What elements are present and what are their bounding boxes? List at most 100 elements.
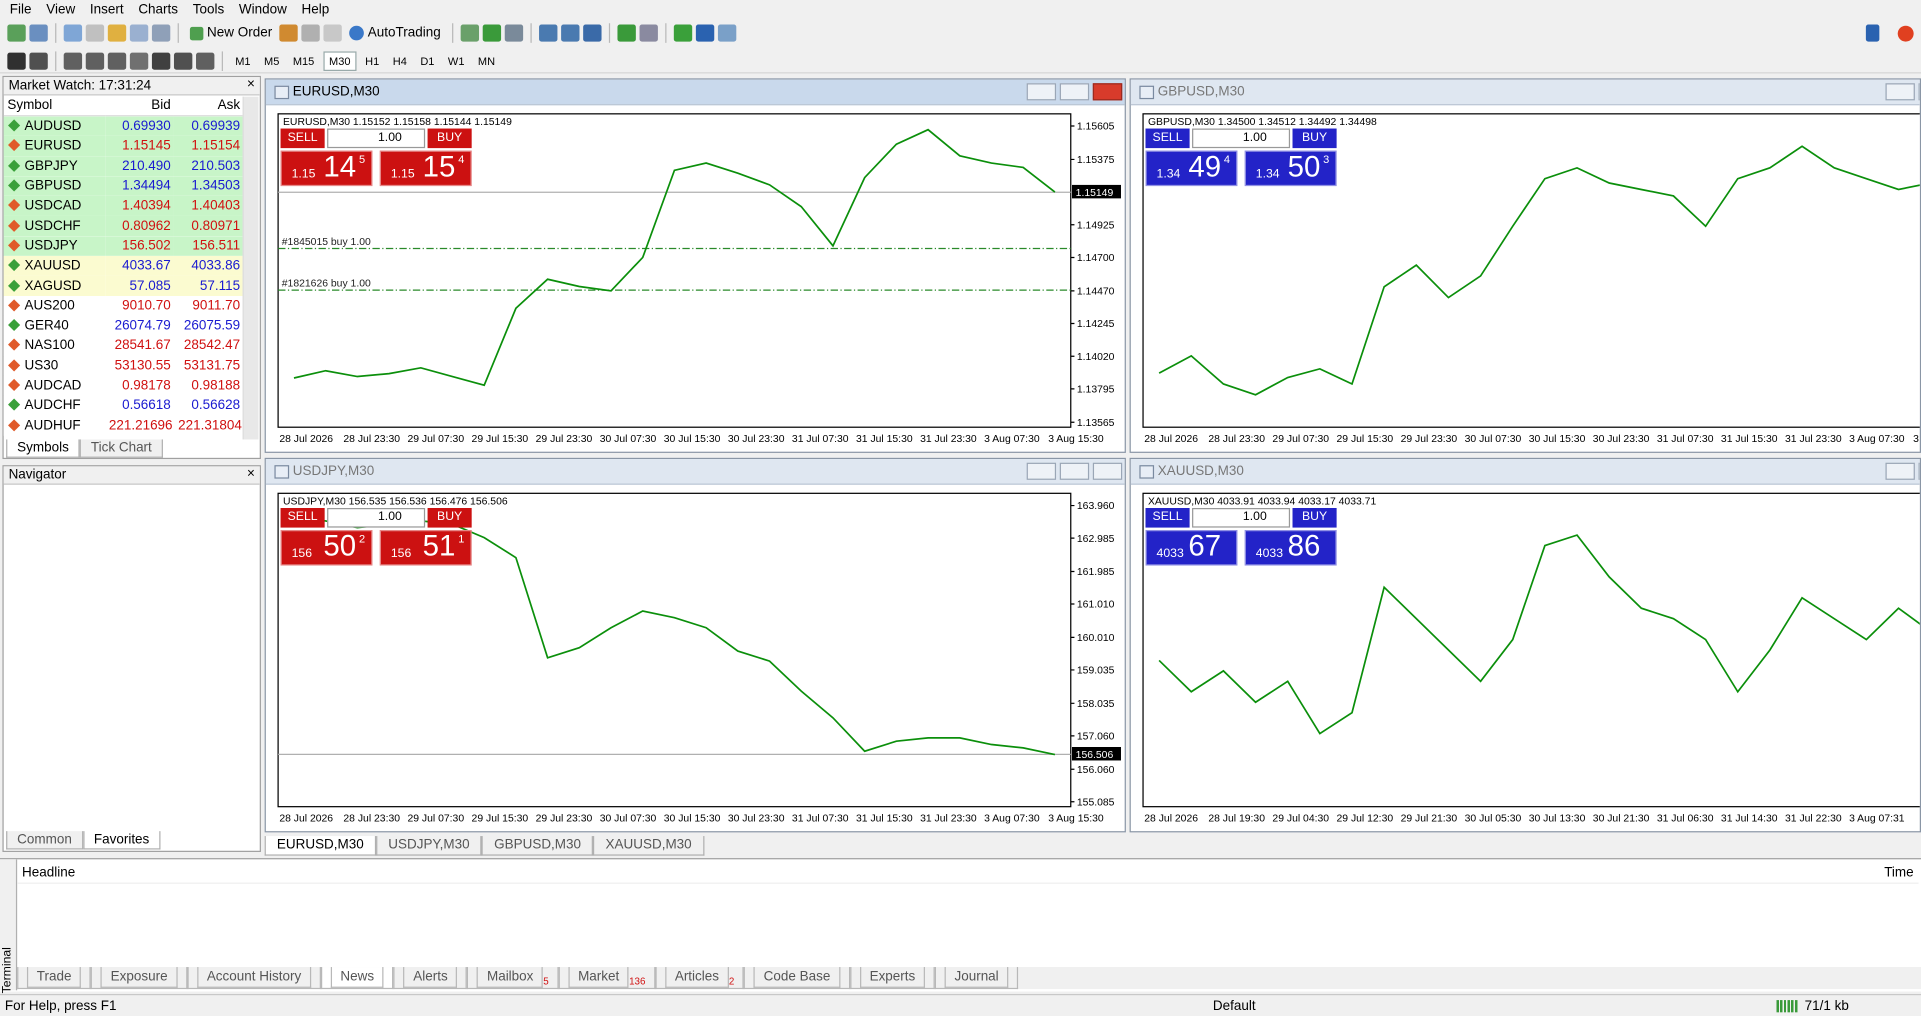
toolbar-icon[interactable] [129,24,149,42]
lot-size[interactable]: 1.00 [1192,128,1291,149]
toolbar-icon[interactable] [7,52,26,70]
quote-row[interactable]: AUDHUF 221.21696 221.31804 [3,415,244,436]
quote-row[interactable]: AUS200 9010.70 9011.70 [3,295,244,316]
window-button[interactable] [1059,83,1090,101]
terminal-tab[interactable]: Market 136 [558,967,656,990]
toolbar-icon[interactable] [301,24,320,42]
notification-icon[interactable] [1897,25,1914,42]
timeframe-button[interactable]: W1 [447,54,465,67]
sell-price[interactable]: 4033 67 [1145,530,1238,566]
quote-row[interactable]: EURUSD 1.15145 1.15154 [3,136,244,157]
chart-tab[interactable]: GBPUSD,M30 [481,836,594,856]
toolbar-icon[interactable] [323,24,343,42]
toolbar-icon[interactable] [639,24,658,42]
autotrading-button[interactable]: AutoTrading [346,24,445,41]
toolbar-icon[interactable] [673,24,692,42]
quote-row[interactable]: XAUUSD 4033.67 4033.86 [3,255,244,276]
terminal-tab[interactable]: Code Base [744,967,850,990]
toolbar-icon[interactable] [151,52,171,70]
toolbar-icon[interactable] [279,24,298,42]
toolbar-icon[interactable] [29,52,48,70]
menu-item[interactable]: View [46,2,76,18]
toolbar-icon[interactable] [63,52,83,70]
lot-size[interactable]: 1.00 [327,508,426,528]
quote-row[interactable]: GBPUSD 1.34494 1.34503 [3,176,244,197]
chart-window[interactable]: USDJPY,M30 163.960 162.985 161.985 161.010 16… [264,457,1126,833]
terminal-tab[interactable]: Experts [849,967,935,990]
chart-tab[interactable]: XAUUSD,M30 [593,836,704,856]
quote-row[interactable]: USDCHF 0.80962 0.80971 [3,216,244,236]
terminal-tab[interactable]: Articles 2 [655,967,745,990]
terminal-tab[interactable]: Trade [17,967,92,990]
window-button[interactable] [1059,462,1090,480]
window-button[interactable] [1885,462,1915,480]
toolbar-icon[interactable] [617,24,636,42]
menu-item[interactable]: Insert [89,2,124,18]
timeframe-button[interactable]: M30 [322,50,357,71]
timeframe-button[interactable]: D1 [420,54,435,67]
sell-price[interactable]: 1.34 49 4 [1145,150,1238,187]
timeframe-button[interactable]: MN [477,54,496,67]
sell-button[interactable]: SELL [280,128,325,149]
window-button[interactable] [1885,83,1915,101]
buy-button[interactable]: BUY [1292,128,1337,149]
terminal-tab[interactable]: Journal [934,967,1019,990]
buy-button[interactable]: BUY [427,508,472,528]
chart-window[interactable]: EURUSD,M30 1.15605 1.15375 1.14925 1.14700 1.… [264,78,1126,453]
toolbar-icon[interactable] [460,24,479,42]
toolbar-icon[interactable] [695,24,714,42]
menu-item[interactable]: Window [238,2,287,18]
terminal-tab[interactable]: Account History [187,967,321,990]
menu-item[interactable]: File [9,2,32,18]
timeframe-button[interactable]: H4 [392,54,407,67]
quote-row[interactable]: US30 53130.55 53131.75 [3,355,244,376]
toolbar-icon[interactable] [29,24,48,42]
buy-price[interactable]: 1.15 15 4 [379,150,472,187]
timeframe-button[interactable]: M5 [264,54,280,67]
toolbar-icon[interactable] [129,52,149,70]
terminal-tab[interactable]: Exposure [91,967,188,990]
toolbar-icon[interactable] [85,52,105,70]
tab[interactable]: Favorites [82,831,161,850]
tab[interactable]: Tick Chart [79,439,163,458]
window-button[interactable] [1092,462,1123,480]
buy-price[interactable]: 4033 86 [1244,530,1337,566]
toolbar-icon[interactable] [107,52,127,70]
search-icon[interactable] [1865,24,1880,42]
lot-size[interactable]: 1.00 [327,128,426,149]
chart-window[interactable]: XAUUSD,M30 28 Jul 2026 28 Jul 19:30 29 Jul … [1129,457,1921,833]
sell-price[interactable]: 156 50 2 [280,530,373,566]
terminal-tab[interactable]: Alerts [393,967,468,990]
sell-button[interactable]: SELL [1145,508,1190,528]
new-order-button[interactable]: New Order [186,24,276,41]
menu-item[interactable]: Tools [192,2,225,18]
tab[interactable]: Symbols [6,439,80,458]
toolbar-icon[interactable] [151,24,171,42]
quote-row[interactable]: GER40 26074.79 26075.59 [3,315,244,336]
buy-price[interactable]: 156 51 1 [379,530,472,566]
quote-row[interactable]: XAGUSD 57.085 57.115 [3,275,244,296]
timeframe-button[interactable]: M15 [292,54,315,67]
sell-button[interactable]: SELL [280,508,325,528]
window-button[interactable] [1092,83,1123,101]
quote-row[interactable]: USDJPY 156.502 156.511 [3,235,244,256]
lot-size[interactable]: 1.00 [1192,508,1291,528]
quote-row[interactable]: GBPJPY 210.490 210.503 [3,156,244,177]
chart-tab[interactable]: USDJPY,M30 [376,836,482,856]
terminal-tab[interactable]: Mailbox 5 [467,967,559,990]
quote-row[interactable]: NAS100 28541.67 28542.47 [3,335,244,356]
toolbar-icon[interactable] [504,24,523,42]
chart-window[interactable]: GBPUSD,M30 28 Jul 2026 28 Jul 23:30 29 Jul … [1129,78,1921,453]
toolbar-icon[interactable] [107,24,127,42]
toolbar-icon[interactable] [482,24,501,42]
menu-item[interactable]: Charts [138,2,179,18]
toolbar-icon[interactable] [196,52,215,70]
quote-row[interactable]: AUDCHF 0.56618 0.56628 [3,395,244,416]
quote-row[interactable]: USDCAD 1.40394 1.40403 [3,196,244,217]
menu-item[interactable]: Help [301,2,330,18]
window-button[interactable] [1026,462,1057,480]
toolbar-icon[interactable] [560,24,580,42]
window-button[interactable] [1026,83,1057,101]
quote-row[interactable]: AUDUSD 0.69930 0.69939 [3,115,244,137]
toolbar-icon[interactable] [538,24,558,42]
